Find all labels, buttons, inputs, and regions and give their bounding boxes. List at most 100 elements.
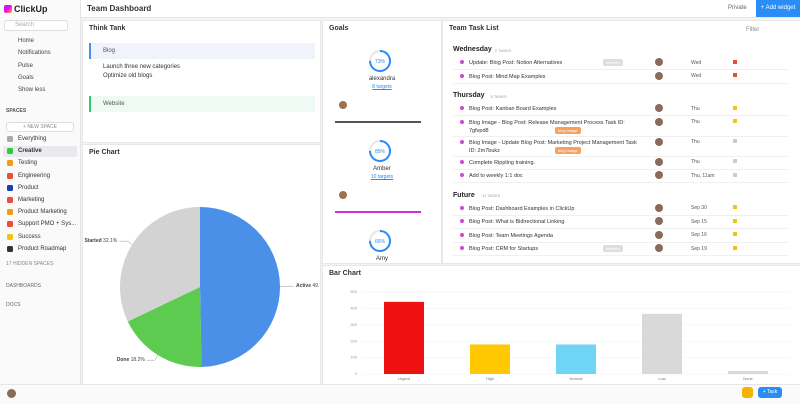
- space-name[interactable]: Marketing: [18, 197, 44, 203]
- assignee-avatar: [655, 244, 663, 252]
- space-name[interactable]: Success: [18, 234, 41, 240]
- goal-owner: Amber: [323, 166, 441, 172]
- task-name[interactable]: Add to weekly 1:1 doc: [469, 172, 669, 180]
- y-tick-label: 400: [350, 305, 357, 310]
- task-tag[interactable]: website: [603, 59, 623, 66]
- task-flag: [733, 60, 737, 64]
- pie-label: Active 49.7%: [296, 284, 320, 290]
- task-date: Thu: [691, 119, 700, 125]
- space-icon: [7, 234, 13, 240]
- goal-owner: alexandra: [323, 76, 441, 82]
- pie-label: Done 18.2%: [117, 358, 146, 364]
- space-name[interactable]: Creative: [18, 148, 42, 154]
- bottom-bar: [0, 384, 800, 404]
- goal-targets[interactable]: 8 targets: [323, 84, 441, 90]
- task-tag[interactable]: blog image: [555, 147, 581, 154]
- status-dot: [460, 173, 464, 177]
- task-name[interactable]: Blog Post: Kanban Board Examples: [469, 105, 669, 113]
- assignee-avatar: [655, 171, 663, 179]
- panel-title: Team Task List: [449, 25, 499, 32]
- nav-item[interactable]: Notifications: [18, 50, 51, 56]
- goal-targets[interactable]: 10 targets: [323, 174, 441, 180]
- goal-percent: 73%: [375, 59, 386, 65]
- row-divider: [453, 255, 788, 256]
- new-space[interactable]: + NEW SPACE: [6, 122, 74, 132]
- space-name[interactable]: Product: [18, 185, 39, 191]
- row-divider: [453, 156, 788, 157]
- search[interactable]: Search: [4, 20, 68, 31]
- filter[interactable]: Filter: [746, 27, 759, 33]
- pie-label-name: Not Started: [83, 238, 102, 244]
- goal-percent: 66%: [375, 239, 386, 245]
- task-name[interactable]: Blog Post: Mind Map Examples: [469, 73, 669, 81]
- group-count: 2 TASKS: [495, 48, 511, 53]
- assignee-avatar: [655, 138, 663, 146]
- task-name[interactable]: Update: Blog Post: Notion Alternatives: [469, 59, 669, 67]
- docs[interactable]: DOCS: [6, 302, 20, 308]
- leader-line: [147, 355, 158, 360]
- status-dot: [460, 74, 464, 78]
- space-name[interactable]: Testing: [18, 160, 37, 166]
- space-name[interactable]: Product Marketing: [18, 209, 67, 215]
- task-date: Thu: [691, 159, 700, 165]
- row-divider: [453, 182, 788, 183]
- space-name[interactable]: Product Roadmap: [18, 246, 66, 252]
- status-dot: [460, 206, 464, 210]
- task-date: Sep 30: [691, 205, 707, 211]
- blog-heading: Blog: [103, 48, 115, 54]
- hidden-spaces[interactable]: 17 HIDDEN SPACES: [6, 261, 53, 267]
- task-tag[interactable]: blog image: [555, 127, 581, 134]
- nav-item[interactable]: Home: [18, 38, 34, 44]
- website-heading: Website: [103, 101, 125, 107]
- pie-label-value: 18.2%: [131, 358, 146, 364]
- nav-item[interactable]: Goals: [18, 75, 34, 81]
- space-icon: [7, 148, 13, 154]
- nav-item[interactable]: Show less: [18, 87, 45, 93]
- space-name[interactable]: Everything: [18, 136, 46, 142]
- row-divider: [453, 115, 788, 116]
- task-name[interactable]: Complete Rippling training.: [469, 159, 669, 167]
- panel-title: Goals: [329, 25, 348, 32]
- pie-label-value: 49.7%: [312, 284, 320, 290]
- task-button[interactable]: + Task: [758, 387, 782, 398]
- dashboards[interactable]: DASHBOARDS: [6, 283, 41, 289]
- task-date: Wed: [691, 60, 701, 66]
- pie-chart: Active 49.7% Done 18.2% Not Started 32.1%: [83, 145, 320, 384]
- pie-label: Not Started 32.1%: [83, 238, 118, 244]
- task-flag: [733, 173, 737, 177]
- nav-item[interactable]: Pulse: [18, 63, 33, 69]
- user-avatar: [7, 389, 16, 398]
- group-count: 5 TASKS: [491, 94, 507, 99]
- task-name[interactable]: Blog Post: Dashboard Examples in ClickUp: [469, 205, 669, 213]
- task-tag[interactable]: website: [603, 245, 623, 252]
- space-name[interactable]: Support PMO + Sys...: [18, 221, 76, 227]
- x-tick-label: Low: [658, 376, 665, 381]
- task-name[interactable]: Blog Post: CRM for Startups: [469, 245, 669, 253]
- space-icon: [7, 185, 13, 191]
- assignee-avatar: [655, 204, 663, 212]
- assignee-avatar: [655, 118, 663, 126]
- task-flag: [733, 159, 737, 163]
- task-date: Thu: [691, 139, 700, 145]
- add-widget[interactable]: + Add widget: [756, 0, 800, 17]
- logo-icon: [4, 5, 12, 13]
- task-name[interactable]: Blog Post: Team Meetings Agenda: [469, 232, 669, 240]
- task-date: Thu, 11am: [691, 173, 715, 179]
- header-bar: [81, 0, 800, 18]
- assignee-avatar: [655, 217, 663, 225]
- row-divider: [453, 169, 788, 170]
- task-name[interactable]: Blog Post: What is Bidirectional Linking: [469, 218, 669, 226]
- task-flag: [733, 219, 737, 223]
- space-icon: [7, 221, 13, 227]
- privacy[interactable]: Private: [728, 5, 747, 11]
- goal-ring: 73%: [368, 49, 392, 73]
- space-name[interactable]: Engineering: [18, 173, 50, 179]
- space-icon: [7, 160, 13, 166]
- y-tick-label: 0: [355, 371, 358, 376]
- pie-label-name: Done: [117, 358, 130, 364]
